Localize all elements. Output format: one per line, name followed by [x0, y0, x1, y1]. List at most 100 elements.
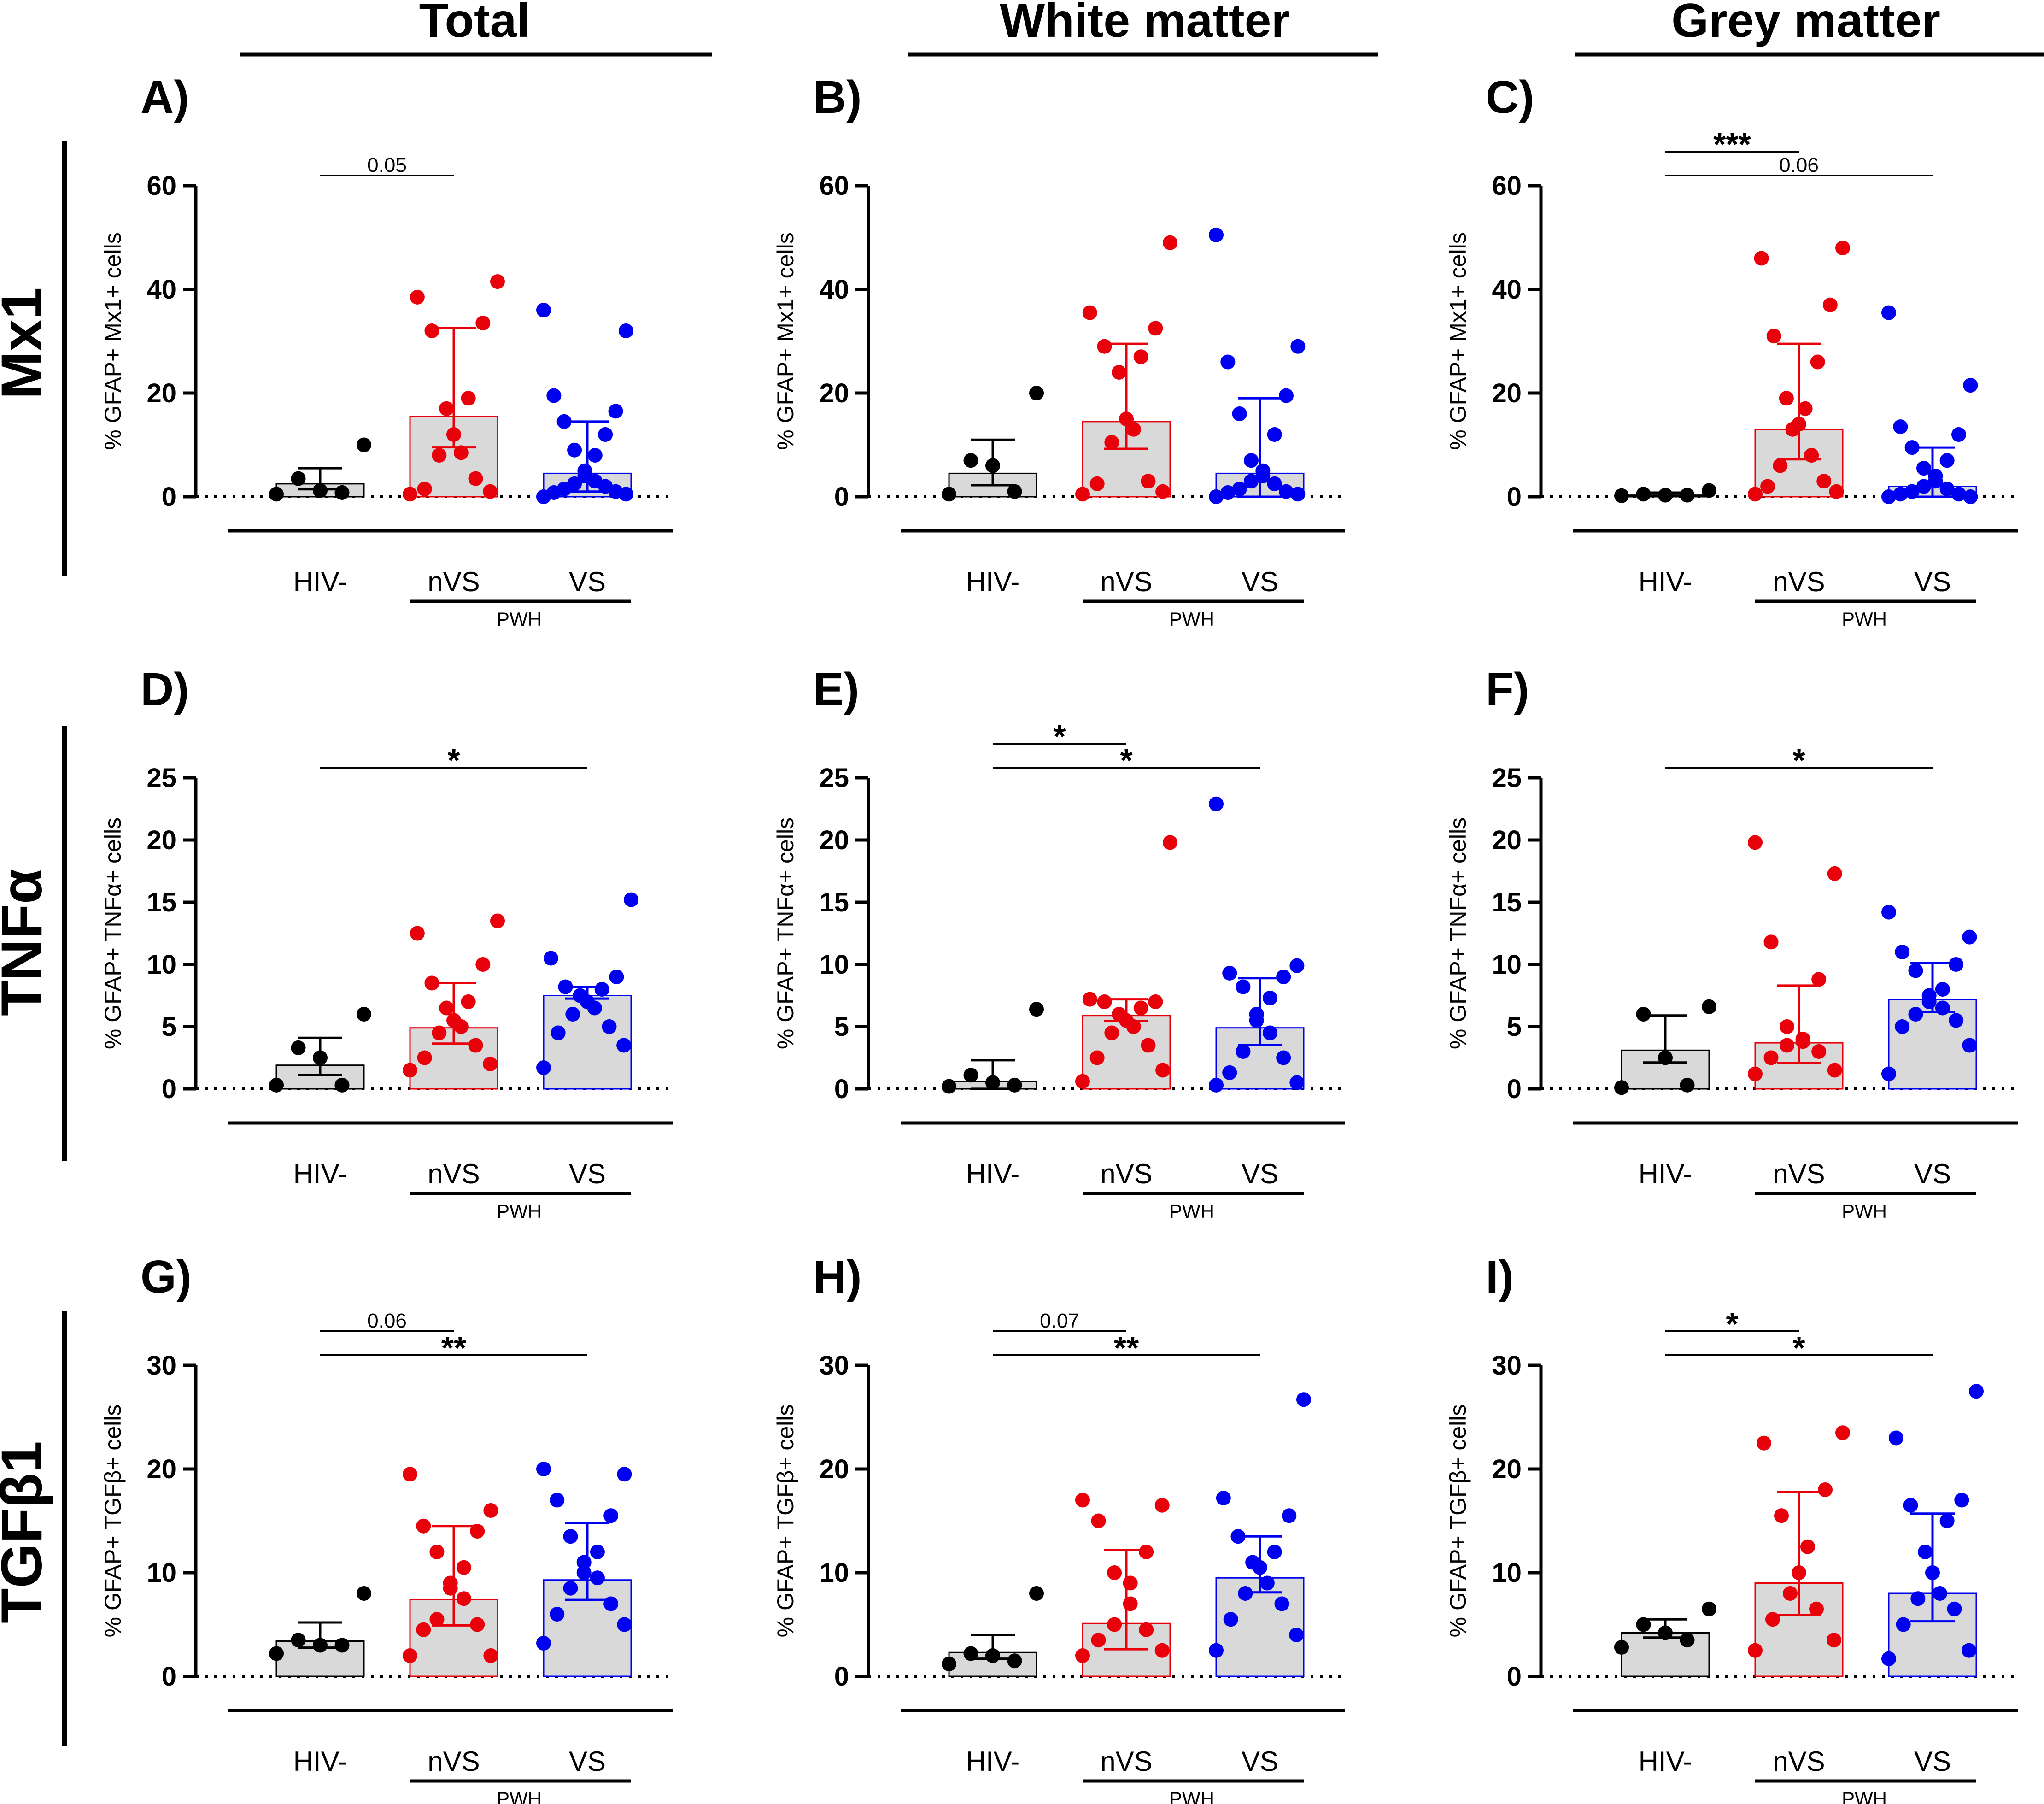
- data-point: [1658, 1625, 1673, 1640]
- data-point: [567, 442, 582, 458]
- data-point: [1928, 469, 1943, 483]
- data-point: [602, 1019, 617, 1034]
- data-point: [475, 957, 491, 972]
- data-point: [456, 1560, 471, 1575]
- data-point: [468, 471, 483, 486]
- data-point: [1680, 1077, 1695, 1093]
- y-tick-label: 10: [1492, 1558, 1522, 1588]
- data-point: [942, 1657, 956, 1671]
- panel-letter: E): [813, 664, 859, 715]
- data-point: [313, 1050, 328, 1065]
- y-axis-label: % GFAP+ Mx1+ cells: [1445, 232, 1471, 450]
- data-point: [1290, 487, 1306, 502]
- data-point: [357, 437, 371, 452]
- data-point: [1209, 796, 1224, 811]
- data-point: [1123, 1575, 1138, 1591]
- data-point: [1963, 378, 1978, 393]
- data-point: [1289, 958, 1305, 973]
- panel-letter: H): [813, 1251, 862, 1303]
- data-point: [1007, 1077, 1022, 1093]
- pwh-label: PWH: [497, 1788, 542, 1804]
- data-point: [1133, 1000, 1148, 1016]
- row-labels: Mx1 TNFα TGFβ1: [0, 141, 67, 1746]
- data-point: [1702, 483, 1716, 498]
- data-point: [985, 1075, 1000, 1090]
- significance-label: *: [1053, 718, 1066, 754]
- data-point: [1141, 1038, 1156, 1053]
- data-point: [1104, 1025, 1119, 1040]
- data-point: [269, 1646, 284, 1661]
- data-point: [556, 414, 572, 429]
- data-point: [1154, 1498, 1170, 1513]
- data-point: [1962, 1038, 1977, 1053]
- y-tick-label: 0: [1507, 1074, 1522, 1104]
- data-point: [624, 892, 638, 907]
- column-headers: Total White matter Grey matter: [240, 0, 2044, 57]
- panel-letter: F): [1486, 664, 1529, 715]
- data-point: [483, 484, 498, 499]
- data-point: [563, 1529, 578, 1544]
- x-tick-label: HIV-: [966, 1158, 1020, 1189]
- data-point: [1636, 1617, 1651, 1632]
- data-point: [1754, 251, 1769, 266]
- data-point: [1680, 488, 1695, 503]
- data-point: [1798, 401, 1813, 416]
- data-point: [1209, 489, 1224, 504]
- data-point: [1029, 1002, 1044, 1017]
- data-point: [1220, 354, 1236, 370]
- data-point: [1893, 487, 1908, 502]
- data-point: [1680, 1633, 1695, 1648]
- chart-panel-f: F) 0 5 10 15 20 25 % GFAP+ TNFα+ cells HIV-nVS VS…: [1445, 664, 2018, 1222]
- data-point: [1969, 1384, 1984, 1399]
- data-point: [1951, 487, 1966, 502]
- y-tick-label: 30: [1492, 1351, 1522, 1381]
- data-point: [1949, 957, 1964, 972]
- y-tick-label: 20: [146, 378, 176, 408]
- data-point: [1757, 1435, 1771, 1451]
- data-point: [573, 988, 588, 1003]
- data-point: [1774, 1508, 1789, 1523]
- data-point: [1232, 482, 1247, 497]
- significance-label: 0.07: [1040, 1310, 1079, 1332]
- data-point: [1614, 488, 1629, 503]
- data-point: [1209, 227, 1224, 242]
- significance-label: 0.05: [367, 154, 407, 176]
- data-point: [1097, 339, 1112, 354]
- data-point: [550, 1607, 565, 1622]
- data-point: [1809, 1601, 1824, 1616]
- data-point: [1658, 488, 1673, 503]
- data-point: [1766, 329, 1781, 344]
- data-point: [1658, 1050, 1673, 1065]
- data-point: [1141, 474, 1156, 489]
- data-point: [1126, 422, 1141, 437]
- data-point: [1916, 461, 1931, 476]
- data-point: [576, 1555, 592, 1570]
- y-axis-label: % GFAP+ TGFβ+ cells: [100, 1404, 126, 1638]
- significance-label: 0.06: [367, 1310, 407, 1332]
- data-point: [1238, 1586, 1253, 1601]
- x-tick-label: nVS: [1100, 1158, 1152, 1189]
- chart-panel-b: B) 0 20 40 60 % GFAP+ Mx1+ cells HIV-nVS VS PWH: [773, 71, 1345, 630]
- data-point: [543, 951, 558, 966]
- data-point: [1276, 970, 1291, 984]
- pwh-label: PWH: [1842, 1788, 1887, 1804]
- data-point: [1029, 386, 1044, 400]
- x-tick-label: HIV-: [1639, 1158, 1693, 1189]
- y-axis-label: % GFAP+ TNFα+ cells: [100, 817, 126, 1049]
- data-point: [1104, 435, 1119, 450]
- data-point: [1763, 1050, 1779, 1065]
- data-point: [1962, 929, 1977, 945]
- data-point: [424, 323, 439, 338]
- data-point: [1262, 1025, 1277, 1040]
- data-point: [1636, 1007, 1651, 1022]
- y-tick-label: 20: [1492, 1454, 1522, 1484]
- data-point: [1296, 1392, 1311, 1407]
- data-point: [1792, 417, 1806, 432]
- y-axis-label: % GFAP+ Mx1+ cells: [100, 232, 126, 450]
- data-point: [1881, 1066, 1896, 1081]
- data-point: [475, 316, 491, 331]
- data-point: [1289, 1075, 1305, 1090]
- y-tick-label: 15: [146, 887, 176, 917]
- data-point: [461, 994, 476, 1009]
- y-axis-label: % GFAP+ TNFα+ cells: [773, 817, 798, 1049]
